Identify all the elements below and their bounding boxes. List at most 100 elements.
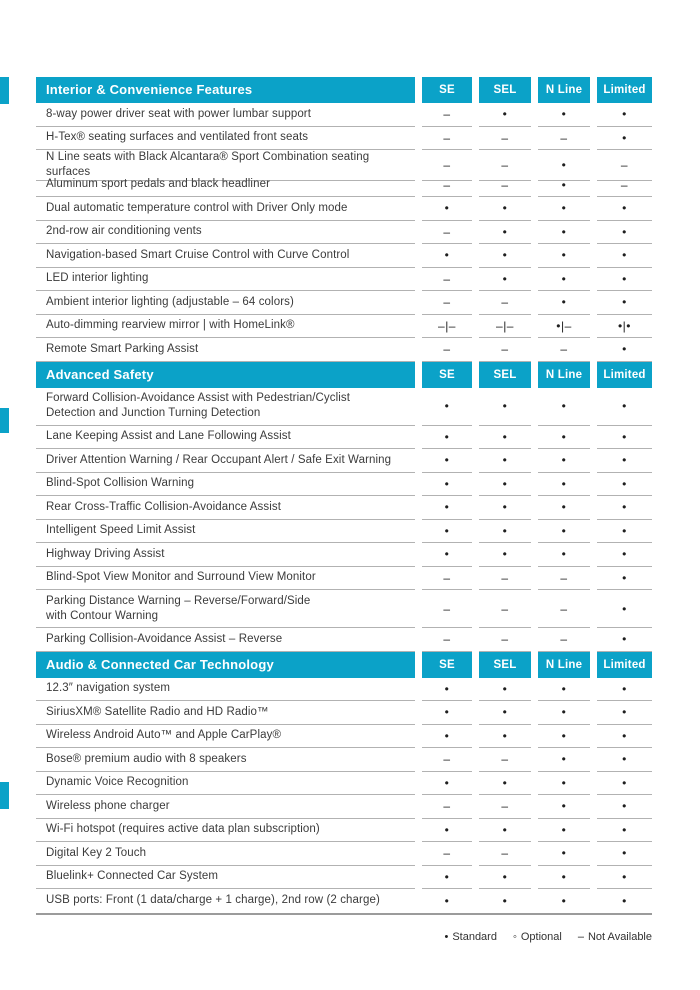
availability-value: • <box>597 520 652 543</box>
availability-value: • <box>422 197 472 221</box>
availability-value: – <box>479 590 531 628</box>
feature-name: Rear Cross-Traffic Collision-Avoidance A… <box>36 496 415 520</box>
feature-name: Bluelink+ Connected Car System <box>36 866 415 889</box>
section-header: Audio & Connected Car Technology SE SEL N L… <box>36 651 652 678</box>
table-row: USB ports: Front (1 data/charge + 1 char… <box>36 889 652 913</box>
availability-value: • <box>422 244 472 268</box>
table-row: Wireless phone charger – – • • <box>36 795 652 819</box>
legend-label: Not Available <box>587 931 652 943</box>
availability-value: • <box>597 473 652 496</box>
availability-value: • <box>597 496 652 520</box>
availability-value: •|– <box>538 315 590 338</box>
table-row: Parking Collision-Avoidance Assist – Rev… <box>36 628 652 652</box>
availability-value: –|– <box>422 315 472 338</box>
availability-value: – <box>422 748 472 772</box>
table-row: Driver Attention Warning / Rear Occupant… <box>36 449 652 473</box>
section-header: Advanced Safety SE SEL N Line Limited <box>36 361 652 388</box>
availability-value: • <box>479 473 531 496</box>
availability-legend: • Standard ◦ Optional – Not Available <box>36 931 652 943</box>
availability-value: • <box>597 543 652 567</box>
table-row: 8-way power driver seat with power lumba… <box>36 103 652 127</box>
availability-value: • <box>538 819 590 842</box>
legend-item: ◦ Optional <box>513 931 562 943</box>
availability-value: • <box>422 388 472 426</box>
availability-value: • <box>479 244 531 268</box>
feature-name: SiriusXM® Satellite Radio and HD Radio™ <box>36 701 415 725</box>
availability-value: • <box>538 268 590 291</box>
availability-value: • <box>538 795 590 819</box>
availability-value: • <box>538 866 590 889</box>
table-row: Wi-Fi hotspot (requires active data plan… <box>36 819 652 842</box>
feature-name: LED interior lighting <box>36 268 415 291</box>
feature-name: Wireless Android Auto™ and Apple CarPlay… <box>36 725 415 748</box>
column-header-limited: Limited <box>597 651 652 678</box>
section-header-title: Audio & Connected Car Technology <box>36 651 415 678</box>
column-header-limited: Limited <box>597 361 652 388</box>
table-row: N Line seats with Black Alcantara® Sport… <box>36 150 652 181</box>
availability-value: – <box>422 338 472 362</box>
availability-value: – <box>538 338 590 362</box>
column-header-n-line: N Line <box>538 77 590 103</box>
availability-value: – <box>597 174 652 197</box>
availability-value: • <box>597 291 652 315</box>
availability-value: • <box>479 426 531 449</box>
availability-value: • <box>479 819 531 842</box>
page-edge-tab <box>0 782 9 809</box>
availability-value: • <box>538 543 590 567</box>
availability-value: • <box>538 772 590 795</box>
availability-value: • <box>597 590 652 628</box>
availability-value: – <box>422 567 472 590</box>
table-row: SiriusXM® Satellite Radio and HD Radio™ •… <box>36 701 652 725</box>
availability-value: • <box>597 127 652 150</box>
availability-value: – <box>422 150 472 181</box>
availability-value: – <box>422 842 472 866</box>
feature-name: 12.3″ navigation system <box>36 678 415 701</box>
availability-value: • <box>479 496 531 520</box>
availability-value: • <box>597 772 652 795</box>
table-row: Lane Keeping Assist and Lane Following A… <box>36 426 652 449</box>
table-row: Digital Key 2 Touch – – • • <box>36 842 652 866</box>
availability-value: • <box>479 197 531 221</box>
availability-value: • <box>422 496 472 520</box>
trim-comparison-table: Interior & Convenience Features SE SEL N Li… <box>36 77 652 913</box>
section-header-title: Advanced Safety <box>36 361 415 388</box>
section-header-title: Interior & Convenience Features <box>36 77 415 103</box>
feature-name: 2nd-row air conditioning vents <box>36 221 415 244</box>
availability-value: • <box>422 449 472 473</box>
availability-value: • <box>597 628 652 652</box>
availability-value: – <box>479 795 531 819</box>
availability-value: • <box>597 103 652 127</box>
availability-value: • <box>479 866 531 889</box>
availability-value: • <box>622 893 627 908</box>
availability-value: – <box>479 150 531 181</box>
page-edge-tab <box>0 408 9 433</box>
table-row: Navigation-based Smart Cruise Control wi… <box>36 244 652 268</box>
availability-value: –|– <box>479 315 531 338</box>
feature-name: USB ports: Front (1 data/charge + 1 char… <box>46 894 380 907</box>
feature-name: Wi-Fi hotspot (requires active data plan… <box>36 819 415 842</box>
availability-value: • <box>561 893 567 908</box>
feature-name: Intelligent Speed Limit Assist <box>36 520 415 543</box>
table-row: Remote Smart Parking Assist – – – • <box>36 338 652 362</box>
legend-label: Standard <box>452 931 497 943</box>
availability-value: • <box>597 866 652 889</box>
availability-value: • <box>479 388 531 426</box>
availability-value: – <box>479 291 531 315</box>
feature-name: Dual automatic temperature control with … <box>36 197 415 221</box>
availability-value: • <box>538 103 590 127</box>
table-row: Auto-dimming rearview mirror | with Home… <box>36 315 652 338</box>
availability-value: – <box>422 103 472 127</box>
availability-value: • <box>538 842 590 866</box>
feature-name: Blind-Spot Collision Warning <box>36 473 415 496</box>
availability-value: – <box>538 127 590 150</box>
availability-value: – <box>538 567 590 590</box>
feature-name: Dynamic Voice Recognition <box>36 772 415 795</box>
availability-value: • <box>422 543 472 567</box>
availability-value: • <box>538 426 590 449</box>
availability-value: – <box>422 127 472 150</box>
feature-name: Remote Smart Parking Assist <box>36 338 415 362</box>
availability-value: • <box>597 725 652 748</box>
table-row: Rear Cross-Traffic Collision-Avoidance A… <box>36 496 652 520</box>
feature-name: Blind-Spot View Monitor and Surround Vie… <box>36 567 415 590</box>
